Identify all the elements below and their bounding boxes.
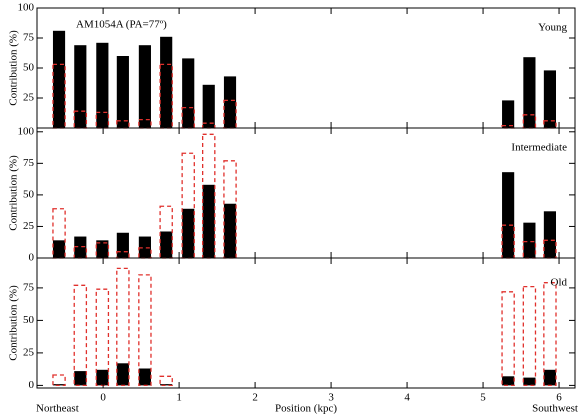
bar <box>138 118 152 129</box>
y-tick-label: 50 <box>23 314 35 326</box>
bar <box>52 374 66 387</box>
bar <box>116 56 129 128</box>
bar <box>160 36 173 128</box>
bar <box>116 363 129 386</box>
bar <box>223 76 237 128</box>
y-tick-label: 0 <box>29 379 35 391</box>
bar <box>138 236 151 258</box>
bar <box>52 30 66 128</box>
y-tick-label: 25 <box>23 346 35 358</box>
x-tick-label: 2 <box>252 392 258 404</box>
bar <box>52 240 66 258</box>
bar <box>159 375 173 387</box>
bar <box>159 63 173 129</box>
panel-title: AM1054A (PA=77º) <box>76 19 167 31</box>
bar <box>202 184 215 258</box>
bar <box>96 42 109 128</box>
y-tick-label: 100 <box>18 2 35 14</box>
annotation: Southwest <box>532 403 578 415</box>
y-tick-label: 50 <box>23 188 35 200</box>
bar <box>95 288 110 387</box>
bar <box>116 267 130 387</box>
panel-label: Old <box>551 277 568 289</box>
bar <box>73 284 88 387</box>
bar <box>202 84 215 128</box>
bar <box>502 376 515 386</box>
bar <box>502 172 515 258</box>
x-tick-label: 4 <box>404 392 410 404</box>
bar <box>523 222 536 258</box>
x-tick-label: 6 <box>556 392 562 404</box>
bar <box>138 274 152 387</box>
x-axis-label: Position (kpc) <box>275 403 337 415</box>
bar <box>543 282 557 387</box>
bar <box>523 377 536 386</box>
y-tick-label: 75 <box>23 157 35 169</box>
bar <box>96 369 109 386</box>
annotation: Northeast <box>36 403 79 415</box>
bar <box>182 208 195 258</box>
bar <box>96 240 109 258</box>
y-axis-label: Contribution (%) <box>8 155 20 231</box>
bar <box>502 100 515 128</box>
bar <box>116 120 130 129</box>
plot-frame <box>36 257 576 389</box>
bar <box>522 285 537 387</box>
bar <box>52 208 66 259</box>
y-tick-label: 50 <box>23 62 35 74</box>
bar <box>74 371 87 386</box>
bar <box>138 45 151 129</box>
y-axis-label: Contribution (%) <box>8 30 20 106</box>
bar <box>501 291 515 387</box>
bar <box>52 63 66 129</box>
y-tick-label: 25 <box>23 92 35 104</box>
x-tick-label: 3 <box>328 392 334 404</box>
bar <box>543 70 557 128</box>
bar <box>74 236 87 258</box>
bar <box>159 205 173 259</box>
x-tick-label: 0 <box>100 392 106 404</box>
bar <box>116 232 129 258</box>
bar <box>543 369 557 386</box>
panel-label: Intermediate <box>511 142 567 154</box>
y-tick-label: 25 <box>23 220 35 232</box>
y-tick-label: 0 <box>29 252 35 264</box>
bar <box>543 211 557 258</box>
bar <box>523 57 536 129</box>
y-tick-label: 100 <box>18 125 35 137</box>
bar <box>160 384 173 386</box>
x-tick-label: 1 <box>176 392 182 404</box>
bar <box>543 120 557 129</box>
bar <box>74 45 87 129</box>
y-tick-label: 75 <box>23 281 35 293</box>
bar <box>138 368 151 386</box>
bar <box>182 58 195 128</box>
panel-label: Young <box>538 22 567 34</box>
y-tick-label: 75 <box>23 32 35 44</box>
y-axis-label: Contribution (%) <box>8 285 20 361</box>
bar <box>160 231 173 258</box>
x-tick-label: 5 <box>480 392 486 404</box>
bar <box>223 203 237 258</box>
